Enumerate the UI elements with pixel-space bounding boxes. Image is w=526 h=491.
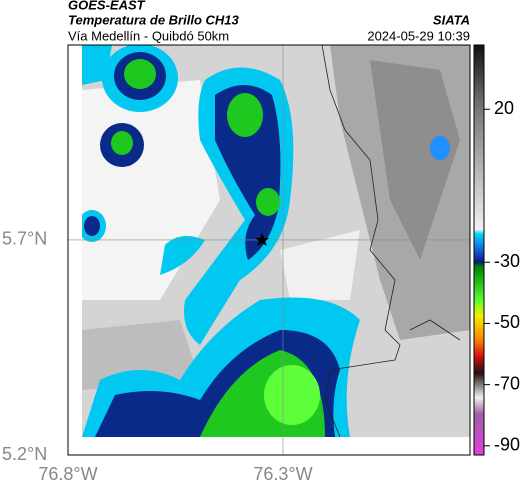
location: Vía Medellín - Quibdó 50km <box>68 28 229 43</box>
location-star <box>255 233 269 246</box>
colorbar-tick-label: -90 <box>494 435 520 455</box>
lat-tick-label: 5.7°N <box>2 229 47 249</box>
map-frame <box>67 44 471 456</box>
colorbar-tick-label: 20 <box>494 98 514 118</box>
colorbar-tick-label: -30 <box>494 251 520 271</box>
colorbar-tick-label: -50 <box>494 312 520 332</box>
lon-tick-label: 76.3°W <box>253 464 312 484</box>
title: GOES-EAST <box>68 0 146 12</box>
colorbar-tick-label: -70 <box>494 373 520 393</box>
lat-tick-label: 5.2°N <box>2 444 47 464</box>
source: SIATA <box>433 12 470 27</box>
subtitle: Temperatura de Brillo CH13 <box>68 12 240 27</box>
colorbar <box>473 44 485 456</box>
lon-tick-label: 76.8°W <box>38 464 97 484</box>
satellite-image <box>82 45 470 437</box>
timestamp: 2024-05-29 10:39 <box>367 28 470 43</box>
